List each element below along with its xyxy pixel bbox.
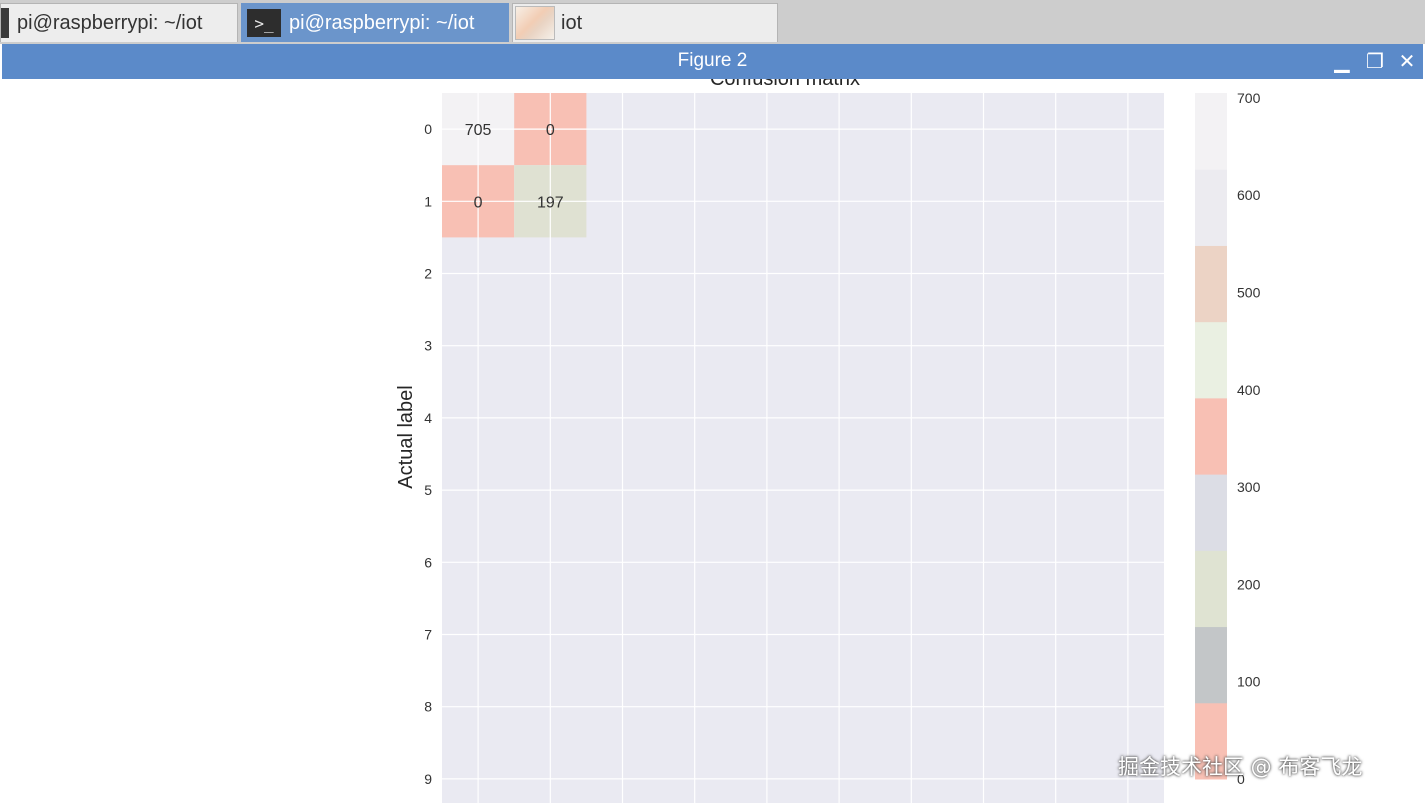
minimize-icon[interactable]: ▁ (1334, 49, 1350, 73)
y-tick-label: 0 (424, 121, 432, 137)
y-axis-label: Actual label (395, 385, 417, 488)
cell-value-label: 705 (465, 122, 492, 139)
matplotlib-figure-icon (515, 6, 555, 40)
cell-value-label: 0 (546, 122, 555, 139)
colorbar-segment (1195, 245, 1227, 323)
y-tick-label: 8 (424, 699, 432, 715)
colorbar-tick-label: 100 (1237, 674, 1261, 690)
terminal-icon (1, 8, 9, 38)
y-tick-label: 9 (424, 771, 432, 787)
close-icon[interactable]: ✕ (1398, 49, 1416, 73)
terminal-icon: >_ (247, 9, 281, 37)
taskbar-tab-terminal-1[interactable]: pi@raspberrypi: ~/iot (0, 3, 238, 42)
restore-icon[interactable]: ❐ (1366, 49, 1384, 73)
colorbar-segment (1195, 550, 1227, 628)
colorbar-tick-label: 200 (1237, 576, 1261, 592)
cell-value-label: 197 (537, 194, 564, 211)
colorbar-tick-label: 700 (1237, 90, 1261, 106)
y-tick-label: 5 (424, 482, 432, 498)
colorbar-segment (1195, 626, 1227, 704)
tab-label: pi@raspberrypi: ~/iot (289, 11, 475, 34)
cell-value-label: 0 (474, 194, 483, 211)
colorbar-segment (1195, 397, 1227, 475)
taskbar: pi@raspberrypi: ~/iot >_ pi@raspberrypi:… (0, 0, 1425, 44)
y-tick-label: 7 (424, 627, 432, 643)
colorbar-segment (1195, 169, 1227, 246)
colorbar-segment (1195, 702, 1227, 780)
taskbar-tab-terminal-2[interactable]: >_ pi@raspberrypi: ~/iot (241, 3, 509, 42)
colorbar-tick-label: 300 (1237, 479, 1261, 495)
y-tick-label: 1 (424, 193, 432, 209)
y-tick-label: 6 (424, 554, 432, 570)
chart-title: Confusion matrix (710, 79, 860, 90)
y-tick-label: 4 (424, 410, 432, 426)
colorbar-tick-label: 600 (1237, 187, 1261, 203)
colorbar-tick-label: 500 (1237, 284, 1261, 300)
window-titlebar[interactable]: Figure 2 ▁ ❐ ✕ (2, 44, 1423, 79)
tab-label: iot (561, 11, 583, 34)
colorbar-segment (1195, 321, 1227, 399)
tab-label: pi@raspberrypi: ~/iot (17, 11, 203, 34)
colorbar-tick-label: 400 (1237, 382, 1261, 398)
taskbar-tab-figure[interactable]: iot (512, 3, 778, 42)
y-tick-label: 3 (424, 338, 432, 354)
colorbar-tick-label: 0 (1237, 771, 1245, 787)
y-tick-label: 2 (424, 266, 432, 282)
colorbar-segment (1195, 474, 1227, 551)
colorbar-segment (1195, 93, 1227, 170)
watermark: 掘金技术社区 @ 布客飞龙 (1118, 755, 1363, 779)
window-title: Figure 2 (677, 50, 748, 71)
